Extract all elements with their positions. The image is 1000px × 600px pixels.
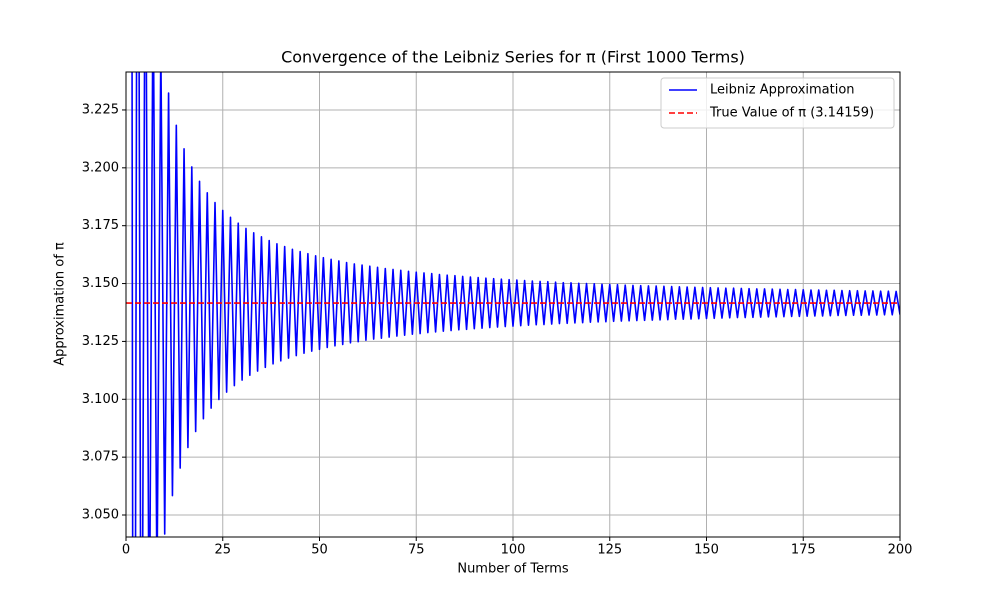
y-tick-label: 3.100 xyxy=(82,392,119,407)
x-tick-label: 200 xyxy=(888,543,913,558)
x-tick-label: 125 xyxy=(597,543,622,558)
legend: Leibniz Approximation True Value of π (3.… xyxy=(660,77,895,129)
x-tick-label: 0 xyxy=(122,543,130,558)
x-tick-label: 150 xyxy=(694,543,719,558)
x-axis-label: Number of Terms xyxy=(457,562,569,577)
x-tick-label: 50 xyxy=(311,543,328,558)
x-tick-label: 25 xyxy=(214,543,231,558)
legend-label: True Value of π (3.14159) xyxy=(709,106,874,121)
x-tick-label: 75 xyxy=(408,543,425,558)
legend-label: Leibniz Approximation xyxy=(710,83,855,98)
x-tick-label: 175 xyxy=(791,543,816,558)
y-axis-label: Approximation of π xyxy=(53,242,68,366)
y-tick-label: 3.225 xyxy=(82,102,119,117)
legend-box xyxy=(660,77,895,129)
y-tick-label: 3.200 xyxy=(82,160,119,175)
y-tick-label: 3.050 xyxy=(82,508,119,523)
x-tick-label: 100 xyxy=(501,543,526,558)
y-tick-label: 3.075 xyxy=(82,450,119,465)
y-tick-label: 3.150 xyxy=(82,276,119,291)
y-tick-label: 3.125 xyxy=(82,334,119,349)
chart-title: Convergence of the Leibniz Series for π … xyxy=(281,48,745,67)
plot-area xyxy=(126,72,900,537)
y-tick-label: 3.175 xyxy=(82,218,119,233)
